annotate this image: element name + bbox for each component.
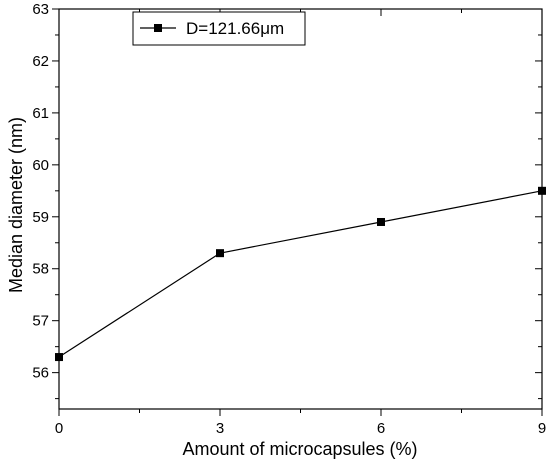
legend-label: D=121.66μm: [186, 19, 284, 38]
x-tick-label: 9: [538, 420, 546, 437]
legend-marker: [154, 24, 162, 32]
data-point: [538, 186, 546, 195]
x-axis-title: Amount of microcapsules (%): [182, 439, 417, 459]
x-tick-label: 0: [55, 420, 63, 437]
data-point: [55, 353, 63, 362]
y-tick-label: 61: [32, 105, 49, 122]
y-tick-label: 58: [32, 261, 49, 278]
y-tick-label: 63: [32, 1, 49, 18]
plot-border: [58, 8, 543, 410]
plot-frame: [58, 8, 543, 410]
y-axis: 56 57 58 59 60 61 62 63: [32, 1, 542, 400]
y-tick-label: 59: [32, 209, 49, 226]
y-tick-label: 56: [32, 365, 49, 382]
x-axis: 0 3 6 9: [55, 9, 546, 437]
legend: D=121.66μm: [132, 11, 306, 46]
y-tick-label: 62: [32, 53, 49, 70]
data-point: [377, 217, 385, 226]
x-tick-label: 3: [216, 420, 224, 437]
y-axis-title: Median diameter (nm): [6, 117, 26, 293]
series-line: [58, 190, 543, 358]
x-tick-label: 6: [377, 420, 385, 437]
y-tick-label: 60: [32, 157, 49, 174]
data-point: [216, 249, 224, 258]
y-tick-label: 57: [32, 313, 49, 330]
series-layer: [55, 186, 546, 362]
